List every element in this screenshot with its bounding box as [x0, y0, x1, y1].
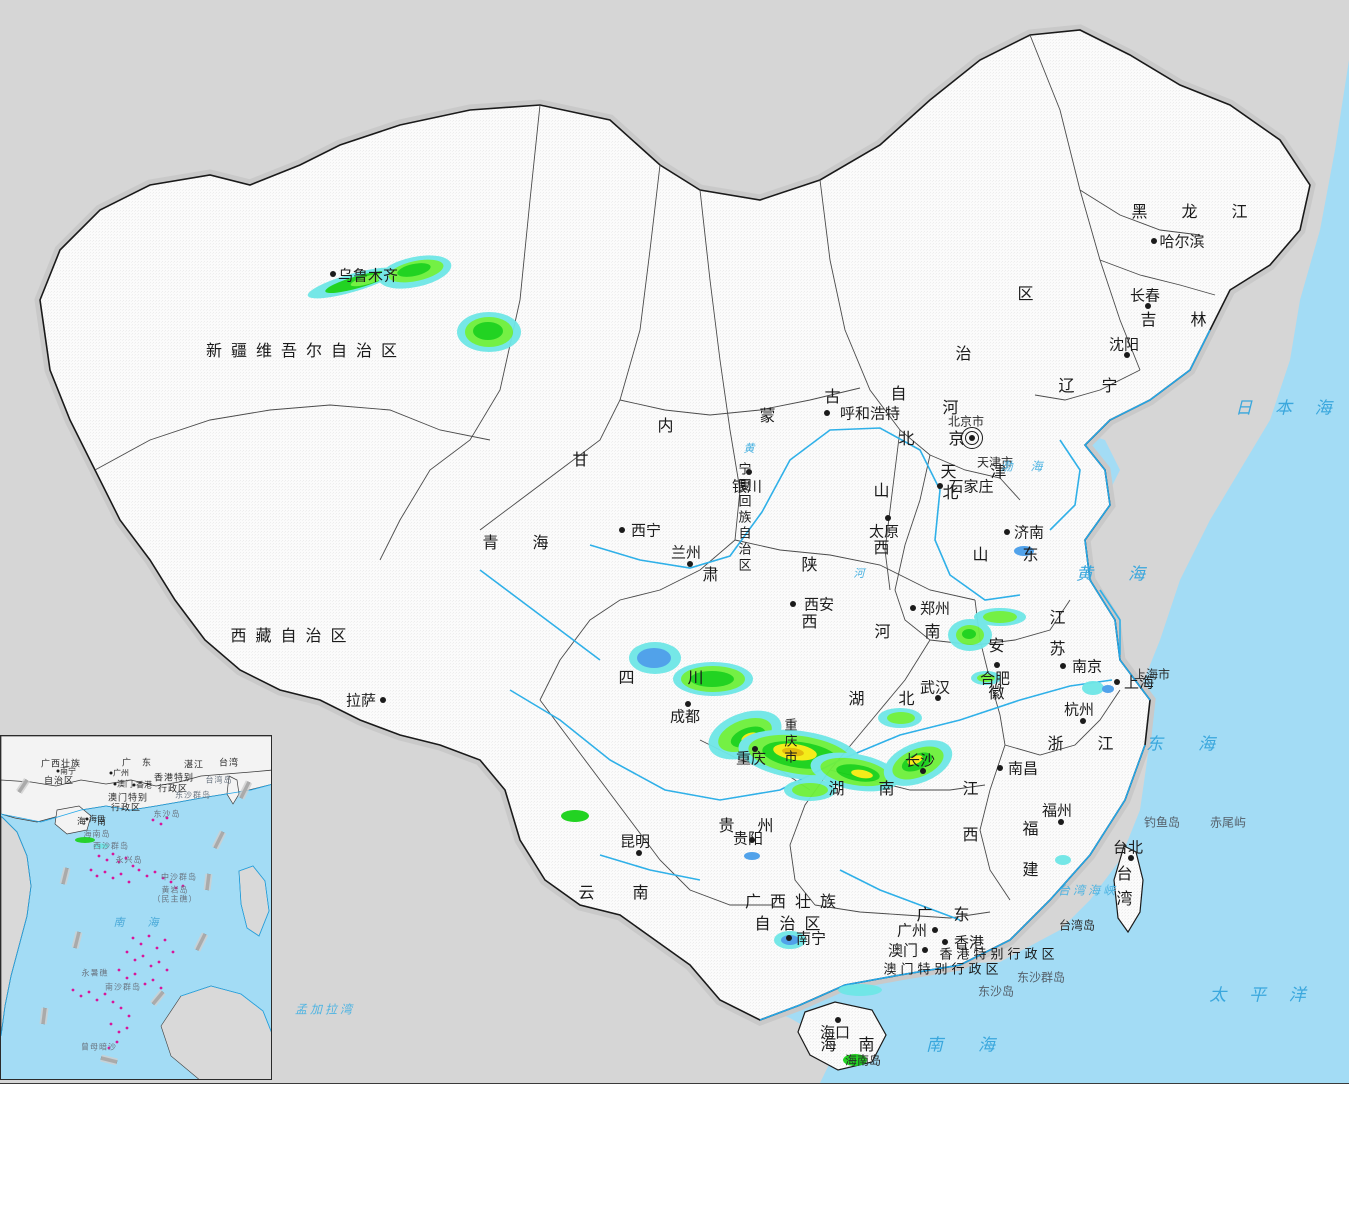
city-dot-昆明: [636, 850, 642, 856]
echo-yunnan: [561, 810, 589, 822]
city-dot-南宁: [786, 935, 792, 941]
city-dot-拉萨: [380, 697, 386, 703]
echo-hainan: [843, 1054, 867, 1066]
echo-hunan-band: [810, 752, 900, 792]
city-dot-济南: [1004, 529, 1010, 535]
city-dot-呼和浩特: [824, 410, 830, 416]
city-dot-杭州: [1080, 718, 1086, 724]
echo-sichuan-2: [673, 662, 753, 696]
china-map-svg: [0, 0, 1349, 1083]
inset-reefs: [71, 816, 185, 1050]
echo-guangdong-coast: [838, 984, 882, 996]
echo-fujian-coast: [1055, 855, 1071, 865]
city-dot-澳门: [922, 947, 928, 953]
coastline: [759, 329, 1211, 1021]
city-dot-长沙: [920, 768, 926, 774]
city-dot-福州: [1058, 819, 1064, 825]
inset-echo: [75, 837, 109, 849]
nine-dash-shadow: [16, 778, 253, 1066]
echo-hubei: [878, 708, 922, 728]
city-dot-海口: [835, 1017, 841, 1023]
city-dot-太原: [885, 515, 891, 521]
capital-marker-beijing: [969, 435, 975, 441]
echo-hunan-south: [784, 779, 836, 801]
legend-panel: 全国雷达拼图 [2025-11-23 01:24:00] [ 组合反射率 ] 5…: [0, 1083, 1349, 1208]
city-dot-郑州: [910, 605, 916, 611]
inset-city-dot-海口: [85, 817, 89, 821]
city-dot-沈阳: [1124, 352, 1130, 358]
city-dot-乌鲁木齐: [330, 271, 336, 277]
inset-city-dot-澳门: [113, 782, 117, 786]
echo-sichuan-1: [629, 642, 681, 674]
south-china-sea-inset[interactable]: 广西壮族 自治区广 东台湾 湛江 香港特别 行政区 澳门特别 行政区海 南南宁 广州 澳门 香港海…: [0, 735, 272, 1080]
echo-xinjiang-2: [378, 255, 452, 289]
city-dot-南昌: [997, 765, 1003, 771]
inset-city-dot-南宁: [56, 769, 60, 773]
city-dot-香港: [942, 939, 948, 945]
city-dot-重庆: [752, 746, 758, 752]
echo-anhui: [948, 619, 992, 651]
city-dot-广州: [932, 927, 938, 933]
city-dot-石家庄: [937, 483, 943, 489]
inset-map-svg: [1, 736, 271, 1079]
echo-anhui-3: [971, 671, 1001, 685]
inset-city-dot-香港: [132, 783, 136, 787]
radar-echo-layer: [307, 255, 1114, 1066]
city-dot-长春: [1145, 303, 1151, 309]
city-dot-西宁: [619, 527, 625, 533]
city-dot-台北: [1128, 855, 1134, 861]
city-dot-南京: [1060, 663, 1066, 669]
echo-guizhou: [744, 852, 760, 860]
city-dot-银川: [746, 469, 752, 475]
city-dot-哈尔滨: [1151, 238, 1157, 244]
taiwan-island: [1113, 845, 1144, 934]
inset-taiwan: [226, 775, 240, 805]
sea-water: [742, 0, 1349, 1083]
city-dot-兰州: [687, 561, 693, 567]
echo-xinjiang-1: [307, 267, 397, 299]
city-dot-武汉: [935, 695, 941, 701]
echo-xinjiang-3: [457, 312, 521, 352]
echo-changsha: [883, 740, 953, 786]
inset-city-dot-广州: [109, 771, 113, 775]
echo-anhui-2: [974, 608, 1026, 626]
city-dot-西安: [790, 601, 796, 607]
city-dot-贵阳: [749, 837, 755, 843]
capital-marker-beijing: [961, 427, 983, 449]
inset-hainan: [54, 805, 92, 835]
echo-shandong: [1014, 546, 1034, 556]
city-dot-合肥: [994, 662, 1000, 668]
echo-shanghai: [1102, 685, 1114, 693]
city-dot-成都: [685, 701, 691, 707]
hainan-island: [797, 1001, 887, 1071]
echo-jiangsu: [1082, 681, 1104, 695]
city-dot-上海: [1114, 679, 1120, 685]
capital-marker-beijing: [965, 431, 979, 445]
